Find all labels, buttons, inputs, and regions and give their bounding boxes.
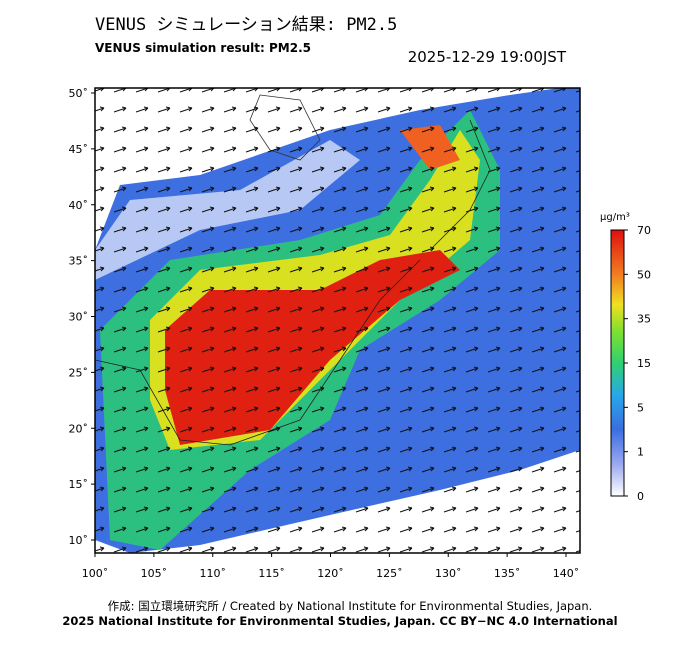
- colorbar: [610, 229, 625, 497]
- lat-tick-label: 20˚: [69, 422, 89, 435]
- colorbar-tick-label: 15: [637, 357, 651, 370]
- subtitle: VENUS simulation result: PM2.5: [95, 41, 311, 55]
- license: 2025 National Institute for Environmenta…: [62, 614, 617, 628]
- lat-tick-label: 30˚: [69, 311, 89, 324]
- lon-tick-label: 125˚: [376, 567, 403, 580]
- lat-tick-label: 10˚: [69, 534, 89, 547]
- colorbar-tick-label: 35: [637, 313, 651, 326]
- lat-tick-label: 15˚: [69, 478, 89, 491]
- colorbar-tick-label: 70: [637, 224, 651, 237]
- lat-tick-label: 25˚: [69, 366, 89, 379]
- lat-tick-label: 40˚: [69, 199, 89, 212]
- colorbar-tick-label: 50: [637, 268, 651, 281]
- map-frame: [94, 87, 581, 554]
- colorbar-tick-label: 0: [637, 490, 644, 503]
- credit: 作成: 国立環境研究所 / Created by National Instit…: [108, 599, 593, 613]
- lon-tick-label: 120˚: [317, 567, 344, 580]
- lon-tick-label: 130˚: [435, 567, 462, 580]
- lat-tick-label: 45˚: [69, 143, 89, 156]
- lat-tick-label: 35˚: [69, 255, 89, 268]
- map-area: [95, 88, 580, 553]
- datetime: 2025-12-29 19:00JST: [408, 48, 567, 66]
- lon-tick-label: 140˚: [553, 567, 580, 580]
- title: VENUS シミュレーション結果: PM2.5: [95, 15, 397, 35]
- axis-ticks: 50˚ 45˚ 40˚ 35˚ 30˚ 25˚ 20˚ 15˚ 10˚ 100˚ 105˚ 110˚ 1…: [69, 87, 580, 580]
- lon-tick-label: 105˚: [141, 567, 168, 580]
- lon-tick-label: 135˚: [494, 567, 521, 580]
- lon-tick-label: 115˚: [258, 567, 285, 580]
- lat-tick-label: 50˚: [69, 87, 89, 100]
- lon-tick-label: 100˚: [82, 567, 109, 580]
- lon-tick-label: 110˚: [200, 567, 227, 580]
- colorbar-tick-label: 1: [637, 446, 644, 459]
- colorbar-tick-label: 5: [637, 401, 644, 414]
- colorbar-unit: μg/m³: [600, 212, 630, 223]
